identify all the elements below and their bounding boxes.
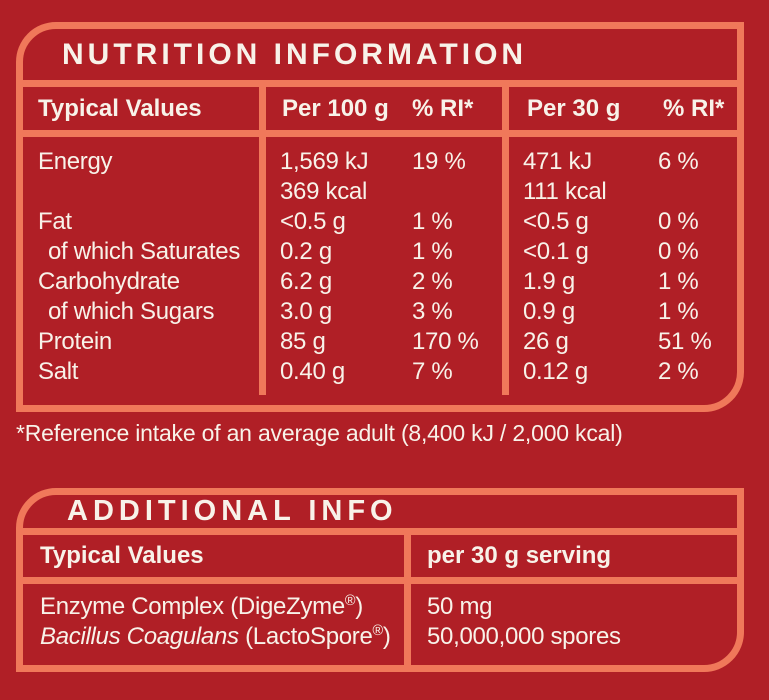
ri-30g-value: 51 %: [658, 328, 712, 355]
per-30g-value: 111 kcal: [523, 178, 607, 205]
nutrient-label: Carbohydrate: [38, 268, 180, 295]
nutrition-panel: NUTRITION INFORMATION Typical Values Per…: [16, 22, 744, 412]
nutrient-label: Protein: [38, 328, 112, 355]
table-row-fat: Fat <0.5 g 1 % <0.5 g 0 %: [23, 207, 737, 237]
header-per-serving: per 30 g serving: [427, 542, 612, 569]
column-divider: [502, 87, 509, 395]
ingredient-name-suffix: ): [355, 593, 363, 620]
nutrient-label: Fat: [38, 208, 72, 235]
header-ri-100g: % RI*: [412, 94, 474, 122]
per-100g-value: 3.0 g: [280, 298, 332, 325]
table-row-salt: Salt 0.40 g 7 % 0.12 g 2 %: [23, 357, 737, 387]
ri-100g-value: 19 %: [412, 148, 466, 175]
nutrient-label: Salt: [38, 358, 79, 385]
ri-100g-value: 1 %: [412, 208, 453, 235]
additional-panel-title: ADDITIONAL INFO: [67, 495, 398, 527]
nutrition-table: Typical Values Per 100 g % RI* Per 30 g …: [23, 87, 737, 395]
ingredient-label: Enzyme Complex (DigeZyme®): [23, 592, 411, 622]
ingredient-name: Enzyme Complex (DigeZyme: [40, 593, 345, 620]
table-row-carbohydrate: Carbohydrate 6.2 g 2 % 1.9 g 1 %: [23, 267, 737, 297]
nutrient-label: of which Saturates: [48, 238, 241, 265]
per-100g-value: 85 g: [280, 328, 326, 355]
per-30g-value: 0.9 g: [523, 298, 575, 325]
ri-30g-value: 1 %: [658, 268, 699, 295]
per-30g-value: 471 kJ: [523, 148, 592, 175]
header-divider-line: [23, 130, 737, 137]
ri-30g-value: 0 %: [658, 238, 699, 265]
header-divider-line: [23, 577, 737, 584]
ri-30g-value: 0 %: [658, 208, 699, 235]
table-row-energy: Energy 1,569 kJ 19 % 471 kJ 6 %: [23, 147, 737, 177]
ri-100g-value: 170 %: [412, 328, 479, 355]
table-row-enzyme-complex: Enzyme Complex (DigeZyme®) 50 mg: [23, 592, 737, 622]
panel-divider-line: [23, 80, 737, 87]
ri-30g-value: 1 %: [658, 298, 699, 325]
per-100g-value: 1,569 kJ: [280, 148, 369, 175]
column-divider: [404, 535, 411, 665]
per-100g-value: 0.2 g: [280, 238, 332, 265]
column-divider: [259, 87, 266, 395]
ri-100g-value: 2 %: [412, 268, 453, 295]
per-100g-value: 0.40 g: [280, 358, 345, 385]
ingredient-value: 50,000,000 spores: [427, 623, 621, 650]
ri-30g-value: 6 %: [658, 148, 699, 175]
per-100g-value: 369 kcal: [280, 178, 367, 205]
additional-table-header: Typical Values per 30 g serving: [23, 535, 737, 577]
ri-100g-value: 1 %: [412, 238, 453, 265]
panel-divider-line: [23, 528, 737, 535]
header-per-30g: Per 30 g: [527, 94, 621, 122]
additional-table: Typical Values per 30 g serving Enzyme C…: [23, 535, 737, 665]
ri-100g-value: 7 %: [412, 358, 453, 385]
ingredient-name: (LactoSpore: [238, 623, 373, 650]
table-row-saturates: of which Saturates 0.2 g 1 % <0.1 g 0 %: [23, 237, 737, 267]
ri-100g-value: 3 %: [412, 298, 453, 325]
nutrition-panel-title: NUTRITION INFORMATION: [62, 37, 528, 71]
per-30g-value: 0.12 g: [523, 358, 588, 385]
per-100g-value: 6.2 g: [280, 268, 332, 295]
per-100g-value: <0.5 g: [280, 208, 346, 235]
per-30g-value: 26 g: [523, 328, 569, 355]
ingredient-name-suffix: ): [382, 623, 391, 650]
nutrient-label: [23, 177, 280, 207]
nutrient-label: Energy: [38, 148, 113, 175]
registered-trademark-symbol: ®: [372, 623, 384, 639]
per-30g-value: 1.9 g: [523, 268, 575, 295]
table-row-protein: Protein 85 g 170 % 26 g 51 %: [23, 327, 737, 357]
additional-info-panel: ADDITIONAL INFO Typical Values per 30 g …: [16, 488, 744, 672]
ingredient-value: 50 mg: [427, 593, 493, 620]
header-typical-values: Typical Values: [38, 94, 202, 122]
ri-30g-value: 2 %: [658, 358, 699, 385]
nutrient-label: of which Sugars: [48, 298, 215, 325]
nutrition-table-body: Energy 1,569 kJ 19 % 471 kJ 6 % 369 kcal…: [23, 137, 737, 395]
additional-table-body: Enzyme Complex (DigeZyme®) 50 mg Bacillu…: [23, 584, 737, 665]
ingredient-label: Bacillus Coagulans (LactoSpore®): [23, 622, 411, 652]
table-row-bacillus-coagulans: Bacillus Coagulans (LactoSpore®) 50,000,…: [23, 622, 737, 652]
ri-30g-value: [658, 177, 737, 207]
table-row-sugars: of which Sugars 3.0 g 3 % 0.9 g 1 %: [23, 297, 737, 327]
ingredient-name-italic: Bacillus Coagulans: [40, 623, 239, 650]
per-30g-value: <0.5 g: [523, 208, 589, 235]
header-per-100g: Per 100 g: [282, 94, 389, 122]
reference-intake-footnote: *Reference intake of an average adult (8…: [16, 420, 623, 446]
nutrition-table-header: Typical Values Per 100 g % RI* Per 30 g …: [23, 87, 737, 130]
table-row-energy-kcal: 369 kcal 111 kcal: [23, 177, 737, 207]
registered-trademark-symbol: ®: [344, 593, 356, 609]
header-ri-30g: % RI*: [663, 94, 725, 122]
header-typical-values: Typical Values: [40, 542, 204, 569]
per-30g-value: <0.1 g: [523, 238, 589, 265]
